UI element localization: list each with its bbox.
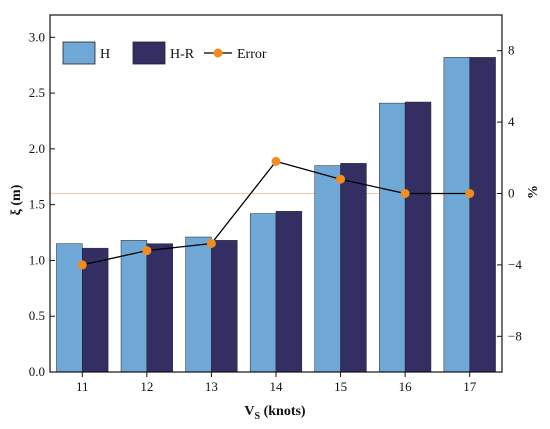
error-point-11 (77, 260, 87, 270)
y2-tick-label-4: 4 (508, 114, 515, 129)
bar-h-r-13 (211, 240, 238, 373)
x-tick-label-12: 12 (140, 379, 153, 394)
error-point-16 (400, 189, 410, 198)
legend-label-hr: H-R (170, 47, 195, 62)
y2-tick-label--4: −4 (508, 257, 522, 272)
y-axis-title: ξ (m) (9, 184, 24, 215)
bar-h-r-17 (469, 57, 496, 373)
bar-h-16 (379, 102, 406, 373)
legend-swatch-hr (132, 41, 166, 65)
y-tick-label-3.0: 3.0 (29, 29, 45, 44)
legend-label-h: H (100, 47, 110, 62)
legend: H H-R Error (62, 41, 267, 65)
x-axis-title-main: V (244, 404, 254, 419)
y2-axis-title: % (526, 185, 541, 199)
bars-layer (56, 57, 496, 373)
x-tick-label-11: 11 (76, 379, 89, 394)
y-tick-label-2.5: 2.5 (29, 85, 45, 100)
error-point-15 (336, 174, 346, 184)
error-point-14 (271, 156, 281, 166)
error-point-17 (465, 189, 475, 198)
bar-h-12 (120, 240, 148, 373)
bar-h-r-12 (146, 243, 173, 373)
bar-h-r-15 (340, 163, 367, 373)
x-tick-label-13: 13 (205, 379, 218, 394)
y2-tick-label--8: −8 (508, 328, 522, 343)
error-line-layer (77, 156, 475, 270)
bar-h-15 (314, 165, 341, 373)
x-axis-title-sub: S (255, 411, 261, 422)
error-point-12 (142, 246, 152, 256)
bar-h-14 (249, 213, 277, 373)
error-point-13 (206, 238, 216, 248)
legend-label-error: Error (237, 47, 267, 62)
x-tick-label-16: 16 (399, 379, 413, 394)
x-tick-label-14: 14 (270, 379, 284, 394)
axis-labels-layer: ξ (m) % VS (knots) (9, 184, 541, 422)
y2-tick-label-8: 8 (508, 43, 515, 58)
bar-h-r-11 (82, 247, 109, 373)
bar-h-13 (185, 236, 212, 373)
y-tick-label-0.5: 0.5 (29, 308, 45, 323)
x-axis-title: VS (knots) (244, 404, 306, 422)
axes-layer: 0.0 0.5 1.0 1.5 2.0 2.5 3.0 −8 −4 0 4 8 11 12 13 14 15 16… (29, 14, 522, 394)
y-tick-label-0.0: 0.0 (29, 364, 45, 379)
legend-marker-error (213, 48, 223, 58)
x-axis-title-unit: (knots) (260, 404, 306, 419)
y2-tick-label-0: 0 (508, 186, 515, 201)
y-tick-label-1.0: 1.0 (29, 252, 45, 267)
bar-h-17 (443, 57, 470, 373)
x-tick-label-15: 15 (334, 379, 347, 394)
bar-h-r-14 (275, 211, 303, 373)
legend-swatch-h (62, 41, 96, 65)
y-tick-label-1.5: 1.5 (29, 197, 45, 212)
bar-h-r-16 (404, 101, 432, 373)
x-tick-label-17: 17 (463, 379, 477, 394)
y-tick-label-2.0: 2.0 (29, 141, 45, 156)
